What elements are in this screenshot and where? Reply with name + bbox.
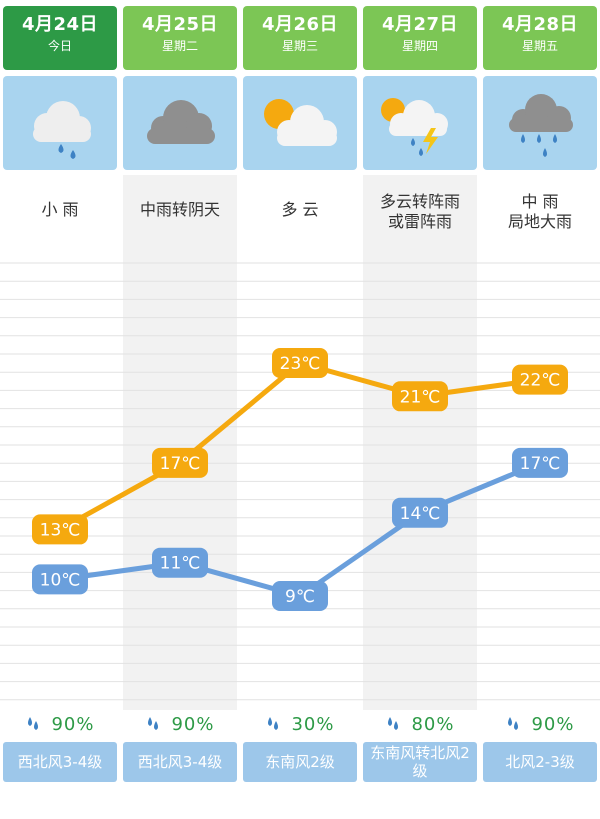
wind-label: 西北风3-4级: [123, 742, 237, 782]
temp-label: 10℃: [40, 570, 81, 590]
rain-probability: 90%: [3, 714, 117, 736]
raindrop-icon: [505, 715, 521, 736]
weather-condition: 中雨转阴天: [123, 186, 237, 234]
low-temp-point: 9℃: [272, 581, 328, 611]
raindrop-icon: [385, 715, 401, 736]
temp-label: 21℃: [400, 387, 441, 407]
rain-percent: 90%: [531, 714, 575, 735]
weather-condition: 小 雨: [3, 186, 117, 234]
temp-badge: [272, 581, 328, 611]
overcast-icon: [147, 100, 215, 144]
day-header[interactable]: 4月27日 星期四: [363, 6, 477, 70]
raindrop-icon: [265, 715, 281, 736]
partly-cloudy-icon: [264, 99, 337, 146]
raindrop-icon: [25, 715, 41, 736]
temp-badge: [392, 381, 448, 412]
high-temp-point: 21℃: [392, 381, 448, 412]
weather-condition: 中 雨 局地大雨: [483, 192, 597, 232]
low-temp-point: 17℃: [512, 447, 568, 478]
day-header[interactable]: 4月28日 星期五: [483, 6, 597, 70]
condition-line: 局地大雨: [507, 212, 572, 231]
wind-label: 东南风2级: [243, 742, 357, 782]
day-weekday: 今日: [47, 39, 72, 53]
temperature-chart: 13℃ 17℃ 23℃ 21℃ 22℃ 10℃ 11℃ 9℃ 14℃ 17℃: [0, 262, 600, 701]
condition-line: 中雨转阴天: [139, 200, 220, 219]
column-band: [123, 175, 237, 710]
rain-percent: 90%: [51, 714, 95, 735]
temp-label: 9℃: [285, 587, 315, 607]
temp-badge: [392, 497, 448, 528]
thunder-shower-icon: [381, 98, 448, 156]
raindrop-icon: [145, 715, 161, 736]
day-header[interactable]: 4月26日 星期三: [243, 6, 357, 70]
cloud-rain-icon: [33, 101, 91, 159]
day-header[interactable]: 4月25日 星期二: [123, 6, 237, 70]
high-temp-line: [58, 360, 541, 532]
low-temp-point: 10℃: [32, 564, 88, 595]
day-date: 4月28日: [501, 14, 579, 35]
low-temp-line: [59, 460, 541, 599]
rain-probability: 30%: [243, 714, 357, 736]
temp-label: 22℃: [520, 371, 561, 391]
day-weekday: 星期五: [521, 39, 558, 53]
heavy-rain-icon: [509, 94, 573, 157]
condition-line: 中 雨: [521, 192, 559, 211]
rain-percent: 80%: [411, 714, 455, 735]
rain-probability: 90%: [483, 714, 597, 736]
day-date: 4月24日: [21, 14, 99, 35]
temp-label: 17℃: [520, 454, 561, 474]
weather-icon-box: [243, 76, 357, 170]
weather-condition: 多 云: [243, 186, 357, 234]
day-header[interactable]: 4月24日 今日: [3, 6, 117, 70]
column-band: [363, 175, 477, 710]
temp-label: 11℃: [160, 554, 201, 574]
condition-line: 小 雨: [41, 200, 79, 219]
rain-probability: 90%: [123, 714, 237, 736]
high-temp-point: 22℃: [512, 364, 568, 395]
temp-badge: [32, 564, 88, 595]
condition-line: 或雷阵雨: [387, 212, 452, 231]
high-temp-point: 23℃: [272, 348, 328, 378]
rain-percent: 30%: [291, 714, 335, 735]
condition-line: 多云转阵雨: [379, 192, 460, 211]
rain-percent: 90%: [171, 714, 215, 735]
weather-condition: 多云转阵雨 或雷阵雨: [363, 192, 477, 232]
high-temp-point: 17℃: [152, 447, 208, 478]
low-temp-point: 11℃: [152, 547, 208, 578]
temp-badge: [32, 514, 88, 545]
weather-icon-box: [123, 76, 237, 170]
weather-icon-box: [483, 76, 597, 170]
temp-label: 14℃: [400, 504, 441, 524]
day-weekday: 星期三: [281, 39, 318, 53]
wind-label: 北风2-3级: [483, 742, 597, 782]
day-date: 4月25日: [141, 14, 219, 35]
wind-label: 东南风转北风2级: [363, 742, 477, 782]
high-temp-point: 13℃: [32, 514, 88, 545]
condition-line: 多 云: [281, 200, 319, 219]
temp-badge: [152, 447, 208, 478]
weather-icon-box: [3, 76, 117, 170]
temp-label: 17℃: [160, 454, 201, 474]
low-temp-point: 14℃: [392, 497, 448, 528]
wind-label: 西北风3-4级: [3, 742, 117, 782]
temp-badge: [152, 547, 208, 578]
temp-label: 23℃: [280, 354, 321, 374]
temp-badge: [512, 364, 568, 395]
temp-badge: [272, 348, 328, 378]
temp-label: 13℃: [40, 520, 81, 540]
weather-icon-box: [363, 76, 477, 170]
temp-badge: [512, 447, 568, 478]
day-weekday: 星期四: [401, 39, 438, 53]
day-date: 4月26日: [261, 14, 339, 35]
day-date: 4月27日: [381, 14, 459, 35]
day-weekday: 星期二: [161, 39, 198, 53]
rain-probability: 80%: [363, 714, 477, 736]
